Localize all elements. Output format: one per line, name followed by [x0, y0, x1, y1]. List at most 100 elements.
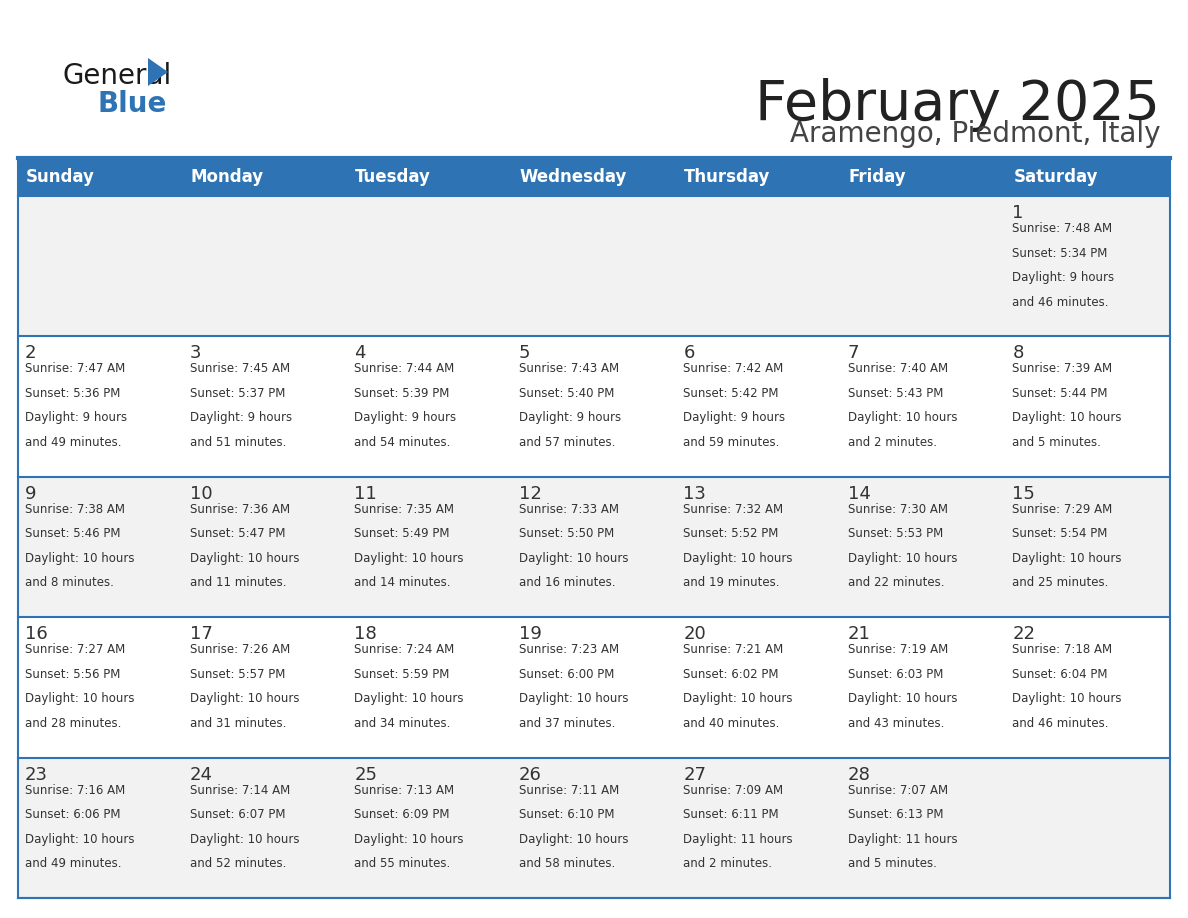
Text: Sunrise: 7:19 AM: Sunrise: 7:19 AM: [848, 644, 948, 656]
Text: Thursday: Thursday: [684, 168, 771, 186]
Text: Sunrise: 7:36 AM: Sunrise: 7:36 AM: [190, 503, 290, 516]
Text: and 40 minutes.: and 40 minutes.: [683, 717, 779, 730]
Text: Sunrise: 7:43 AM: Sunrise: 7:43 AM: [519, 363, 619, 375]
Text: and 8 minutes.: and 8 minutes.: [25, 577, 114, 589]
Text: Sunset: 5:52 PM: Sunset: 5:52 PM: [683, 527, 778, 541]
Text: and 58 minutes.: and 58 minutes.: [519, 857, 615, 870]
Text: Sunrise: 7:11 AM: Sunrise: 7:11 AM: [519, 784, 619, 797]
Text: Sunset: 5:43 PM: Sunset: 5:43 PM: [848, 386, 943, 400]
Text: Blue: Blue: [97, 90, 168, 118]
Text: Sunrise: 7:48 AM: Sunrise: 7:48 AM: [1012, 222, 1112, 235]
Text: 25: 25: [354, 766, 377, 784]
Text: Sunday: Sunday: [26, 168, 95, 186]
Text: Wednesday: Wednesday: [519, 168, 627, 186]
Text: 7: 7: [848, 344, 859, 363]
Text: Monday: Monday: [190, 168, 264, 186]
Text: and 2 minutes.: and 2 minutes.: [683, 857, 772, 870]
Text: Sunrise: 7:38 AM: Sunrise: 7:38 AM: [25, 503, 125, 516]
Text: 5: 5: [519, 344, 530, 363]
Text: Sunrise: 7:14 AM: Sunrise: 7:14 AM: [190, 784, 290, 797]
Text: and 31 minutes.: and 31 minutes.: [190, 717, 286, 730]
Text: 9: 9: [25, 485, 37, 503]
Text: Daylight: 10 hours: Daylight: 10 hours: [354, 833, 463, 845]
Text: Sunset: 6:06 PM: Sunset: 6:06 PM: [25, 808, 120, 821]
Text: Sunset: 5:49 PM: Sunset: 5:49 PM: [354, 527, 449, 541]
Text: Sunrise: 7:29 AM: Sunrise: 7:29 AM: [1012, 503, 1113, 516]
Text: 1: 1: [1012, 204, 1024, 222]
Text: 18: 18: [354, 625, 377, 644]
Text: and 5 minutes.: and 5 minutes.: [848, 857, 936, 870]
Text: Sunrise: 7:21 AM: Sunrise: 7:21 AM: [683, 644, 784, 656]
Text: Daylight: 10 hours: Daylight: 10 hours: [519, 833, 628, 845]
Text: 8: 8: [1012, 344, 1024, 363]
Text: Sunrise: 7:13 AM: Sunrise: 7:13 AM: [354, 784, 454, 797]
Text: Daylight: 10 hours: Daylight: 10 hours: [848, 692, 958, 705]
Text: 19: 19: [519, 625, 542, 644]
Text: Sunset: 5:54 PM: Sunset: 5:54 PM: [1012, 527, 1107, 541]
Text: Sunrise: 7:16 AM: Sunrise: 7:16 AM: [25, 784, 125, 797]
Text: Sunset: 5:59 PM: Sunset: 5:59 PM: [354, 667, 449, 681]
Text: General: General: [62, 62, 171, 90]
Text: Sunrise: 7:33 AM: Sunrise: 7:33 AM: [519, 503, 619, 516]
Text: Aramengo, Piedmont, Italy: Aramengo, Piedmont, Italy: [790, 120, 1159, 148]
Text: 26: 26: [519, 766, 542, 784]
Text: Daylight: 10 hours: Daylight: 10 hours: [1012, 411, 1121, 424]
Bar: [18, 158, 1170, 196]
Text: Sunrise: 7:39 AM: Sunrise: 7:39 AM: [1012, 363, 1112, 375]
Text: Sunset: 6:04 PM: Sunset: 6:04 PM: [1012, 667, 1108, 681]
Text: and 52 minutes.: and 52 minutes.: [190, 857, 286, 870]
Text: 21: 21: [848, 625, 871, 644]
Text: Daylight: 10 hours: Daylight: 10 hours: [848, 411, 958, 424]
Text: 3: 3: [190, 344, 201, 363]
Text: and 2 minutes.: and 2 minutes.: [848, 436, 937, 449]
Text: Sunset: 6:13 PM: Sunset: 6:13 PM: [848, 808, 943, 821]
Text: Daylight: 10 hours: Daylight: 10 hours: [190, 692, 299, 705]
Text: and 37 minutes.: and 37 minutes.: [519, 717, 615, 730]
Text: Sunset: 5:36 PM: Sunset: 5:36 PM: [25, 386, 120, 400]
Text: and 46 minutes.: and 46 minutes.: [1012, 717, 1108, 730]
Text: Sunrise: 7:09 AM: Sunrise: 7:09 AM: [683, 784, 783, 797]
Text: Daylight: 10 hours: Daylight: 10 hours: [1012, 552, 1121, 565]
Text: 23: 23: [25, 766, 48, 784]
Text: and 55 minutes.: and 55 minutes.: [354, 857, 450, 870]
Text: Sunset: 5:56 PM: Sunset: 5:56 PM: [25, 667, 120, 681]
Text: 2: 2: [25, 344, 37, 363]
Text: and 11 minutes.: and 11 minutes.: [190, 577, 286, 589]
Text: Sunset: 6:00 PM: Sunset: 6:00 PM: [519, 667, 614, 681]
Text: Sunrise: 7:32 AM: Sunrise: 7:32 AM: [683, 503, 783, 516]
Bar: [18, 617, 1170, 757]
Text: and 14 minutes.: and 14 minutes.: [354, 577, 450, 589]
Text: Sunset: 5:37 PM: Sunset: 5:37 PM: [190, 386, 285, 400]
Text: Sunrise: 7:07 AM: Sunrise: 7:07 AM: [848, 784, 948, 797]
Text: and 19 minutes.: and 19 minutes.: [683, 577, 779, 589]
Text: Friday: Friday: [849, 168, 906, 186]
Text: 16: 16: [25, 625, 48, 644]
Text: Sunset: 6:03 PM: Sunset: 6:03 PM: [848, 667, 943, 681]
Text: Sunset: 6:07 PM: Sunset: 6:07 PM: [190, 808, 285, 821]
Text: Sunset: 5:34 PM: Sunset: 5:34 PM: [1012, 247, 1107, 260]
Text: Sunset: 6:10 PM: Sunset: 6:10 PM: [519, 808, 614, 821]
Text: 14: 14: [848, 485, 871, 503]
Text: Sunset: 5:47 PM: Sunset: 5:47 PM: [190, 527, 285, 541]
Text: Sunset: 6:11 PM: Sunset: 6:11 PM: [683, 808, 779, 821]
Text: Sunset: 5:46 PM: Sunset: 5:46 PM: [25, 527, 120, 541]
Text: 12: 12: [519, 485, 542, 503]
Text: 20: 20: [683, 625, 706, 644]
Text: and 22 minutes.: and 22 minutes.: [848, 577, 944, 589]
Text: Daylight: 10 hours: Daylight: 10 hours: [519, 552, 628, 565]
Text: Daylight: 10 hours: Daylight: 10 hours: [848, 552, 958, 565]
Text: and 34 minutes.: and 34 minutes.: [354, 717, 450, 730]
Text: Daylight: 9 hours: Daylight: 9 hours: [683, 411, 785, 424]
Text: Sunset: 6:09 PM: Sunset: 6:09 PM: [354, 808, 449, 821]
Text: Sunset: 5:42 PM: Sunset: 5:42 PM: [683, 386, 779, 400]
Text: Daylight: 10 hours: Daylight: 10 hours: [190, 552, 299, 565]
Text: Sunrise: 7:23 AM: Sunrise: 7:23 AM: [519, 644, 619, 656]
Text: 11: 11: [354, 485, 377, 503]
Text: Daylight: 9 hours: Daylight: 9 hours: [519, 411, 621, 424]
Text: and 49 minutes.: and 49 minutes.: [25, 436, 121, 449]
Text: Sunset: 5:50 PM: Sunset: 5:50 PM: [519, 527, 614, 541]
Text: and 54 minutes.: and 54 minutes.: [354, 436, 450, 449]
Text: Daylight: 10 hours: Daylight: 10 hours: [683, 692, 792, 705]
Text: Daylight: 9 hours: Daylight: 9 hours: [190, 411, 292, 424]
Text: and 25 minutes.: and 25 minutes.: [1012, 577, 1108, 589]
